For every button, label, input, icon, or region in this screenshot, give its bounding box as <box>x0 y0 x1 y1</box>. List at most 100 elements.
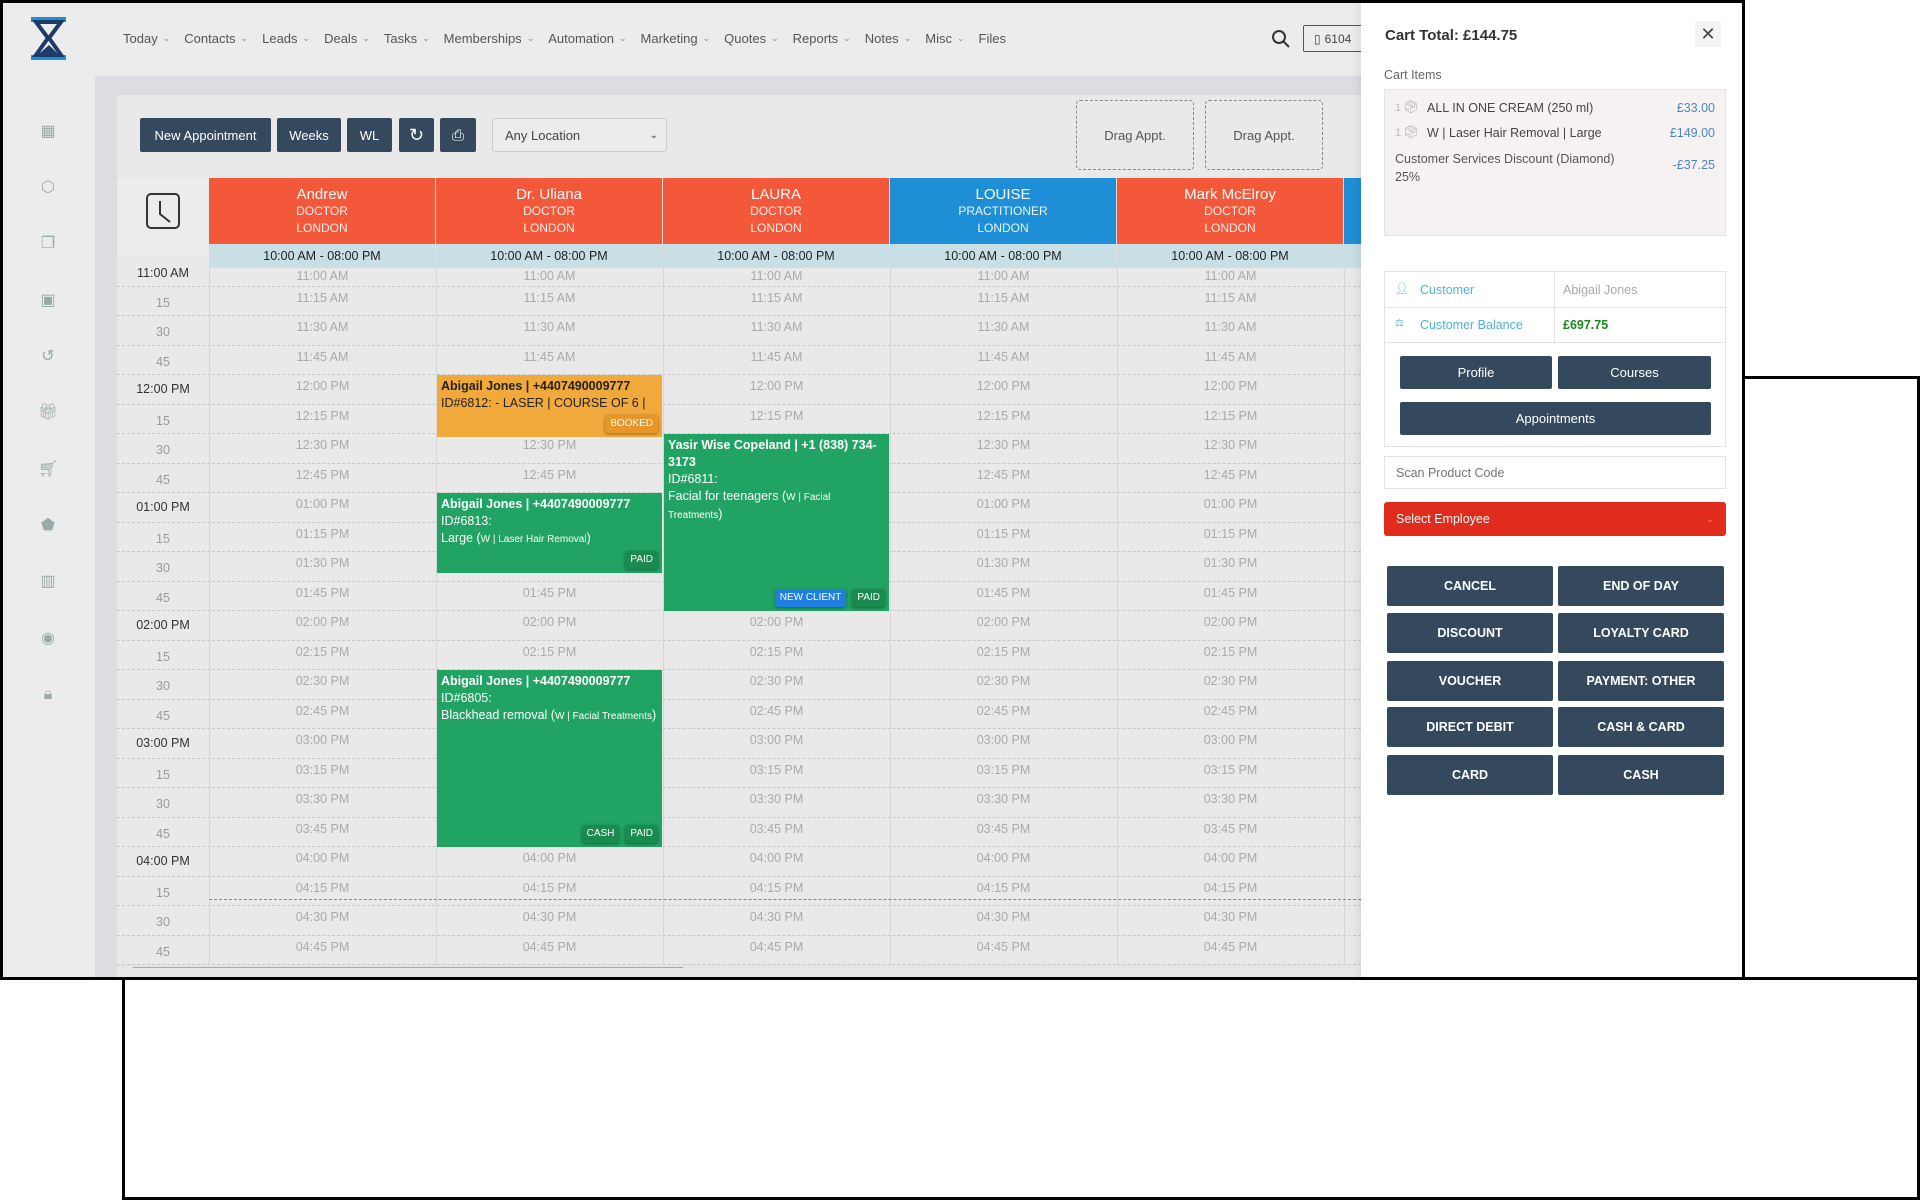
search-icon[interactable] <box>1271 29 1291 49</box>
slot-cell[interactable]: 11:00 AM <box>750 269 803 283</box>
customer-name[interactable]: Abigail Jones <box>1563 283 1638 297</box>
profile-button[interactable]: Profile <box>1400 356 1552 389</box>
slot-cell[interactable]: 02:45 PM <box>1344 704 1361 718</box>
slot-cell[interactable]: 04:15 PM <box>295 880 350 895</box>
staff-column-header[interactable]: Andrew DOCTOR LONDON <box>209 178 436 244</box>
slot-cell[interactable]: 02:30 PM <box>976 674 1031 688</box>
slot-cell[interactable]: 01:15 PM <box>976 526 1031 541</box>
slot-cell[interactable]: 12:00 PM <box>1344 379 1361 393</box>
slot-cell[interactable]: 02:30 PM <box>1344 674 1361 688</box>
slot-cell[interactable]: 02:45 PM <box>976 703 1031 718</box>
action-button-voucher[interactable]: VOUCHER <box>1387 661 1553 701</box>
close-icon[interactable]: ✕ <box>1695 21 1721 47</box>
slot-cell[interactable]: 11:00 AM <box>977 269 1030 283</box>
slot-cell[interactable]: 01:15 PM <box>295 526 350 541</box>
slot-cell[interactable]: 04:15 PM <box>522 880 577 895</box>
user-circle-icon[interactable]: ◉ <box>41 630 55 647</box>
nav-item-reports[interactable]: Reports ⌄ <box>793 31 851 46</box>
slot-cell[interactable]: 04:45 PM <box>1344 940 1361 954</box>
refresh-button[interactable]: ↻ <box>399 118 434 152</box>
slot-cell[interactable]: 03:45 PM <box>1344 822 1361 836</box>
slot-cell[interactable]: 02:15 PM <box>749 644 804 659</box>
slot-cell[interactable]: 04:00 PM <box>1203 851 1258 865</box>
slot-cell[interactable]: 03:45 PM <box>749 821 804 836</box>
nav-item-tasks[interactable]: Tasks ⌄ <box>384 31 430 46</box>
slot-cell[interactable]: 03:00 PM <box>1344 733 1361 747</box>
slot-cell[interactable]: 12:45 PM <box>976 467 1031 482</box>
slot-cell[interactable]: 04:45 PM <box>1203 939 1258 954</box>
action-button-cancel[interactable]: CANCEL <box>1387 566 1553 606</box>
slot-cell[interactable]: 03:00 PM <box>1203 733 1258 747</box>
action-button-card[interactable]: CARD <box>1387 755 1553 795</box>
slot-cell[interactable]: 11:45 AM <box>750 349 803 364</box>
slot-cell[interactable]: 01:00 PM <box>295 497 350 511</box>
slot-cell[interactable]: 01:45 PM <box>522 585 577 600</box>
appointment-card[interactable]: Abigail Jones | +4407490009777 ID#6813: La… <box>437 493 662 573</box>
slot-cell[interactable]: 12:45 PM <box>1344 468 1361 482</box>
courses-button[interactable]: Courses <box>1558 356 1711 389</box>
appointment-card[interactable]: Abigail Jones | +4407490009777 ID#6812: -… <box>437 375 662 437</box>
slot-cell[interactable]: 04:30 PM <box>295 910 350 924</box>
cart-item[interactable]: 1 📦︎ W | Laser Hair Removal | Large £149.00 <box>1395 125 1715 140</box>
slot-cell[interactable]: 04:45 PM <box>749 939 804 954</box>
slot-cell[interactable]: 12:45 PM <box>1203 467 1258 482</box>
nav-item-automation[interactable]: Automation ⌄ <box>548 31 626 46</box>
slot-cell[interactable]: 12:30 PM <box>1203 438 1258 452</box>
appointment-card[interactable]: Yasir Wise Copeland | +1 (838) 734-3173 I… <box>664 434 889 611</box>
action-button-discount[interactable]: DISCOUNT <box>1387 613 1553 653</box>
slot-cell[interactable]: 04:00 PM <box>1344 851 1361 865</box>
slot-cell[interactable]: 04:15 PM <box>976 880 1031 895</box>
slot-cell[interactable]: 04:00 PM <box>295 851 350 865</box>
slot-cell[interactable]: 02:15 PM <box>522 644 577 659</box>
calendar-icon[interactable]: ▦ <box>40 123 56 140</box>
nav-item-today[interactable]: Today ⌄ <box>123 31 170 46</box>
action-button-end-of-day[interactable]: END OF DAY <box>1558 566 1724 606</box>
slot-cell[interactable]: 03:15 PM <box>976 762 1031 777</box>
slot-cell[interactable]: 11:45 AM <box>1204 349 1257 364</box>
action-button-direct-debit[interactable]: DIRECT DEBIT <box>1387 707 1553 747</box>
slot-cell[interactable]: 04:45 PM <box>295 939 350 954</box>
slot-cell[interactable]: 04:00 PM <box>749 851 804 865</box>
print-button[interactable]: ⎙ <box>440 118 476 152</box>
slot-cell[interactable]: 11:30 AM <box>750 320 803 334</box>
slot-cell[interactable]: 04:15 PM <box>1203 880 1258 895</box>
scroll-left-icon[interactable]: ◂ <box>120 965 125 968</box>
slot-cell[interactable]: 12:45 PM <box>295 467 350 482</box>
slot-cell[interactable]: 04:45 PM <box>976 939 1031 954</box>
slot-cell[interactable]: 02:15 PM <box>295 644 350 659</box>
report-icon[interactable]: ▥ <box>40 573 56 590</box>
gift-icon[interactable]: 🎁︎ <box>38 404 59 421</box>
slot-cell[interactable]: 11:15 AM <box>1204 290 1257 305</box>
slot-cell[interactable]: 11:30 AM <box>1204 320 1257 334</box>
slot-cell[interactable]: 03:30 PM <box>976 792 1031 806</box>
staff-column-header[interactable] <box>1344 178 1361 244</box>
slot-cell[interactable]: 11:15 AM <box>750 290 803 305</box>
nav-item-notes[interactable]: Notes ⌄ <box>865 31 912 46</box>
horizontal-scrollbar[interactable]: ◂ <box>117 965 1361 968</box>
nav-item-leads[interactable]: Leads ⌄ <box>262 31 310 46</box>
slot-cell[interactable]: 01:45 PM <box>1203 585 1258 600</box>
slot-cell[interactable]: 04:15 PM <box>1344 881 1361 895</box>
slot-cell[interactable]: 02:00 PM <box>295 615 350 629</box>
action-button-payment-other[interactable]: PAYMENT: OTHER <box>1558 661 1724 701</box>
location-select[interactable]: Any Location ⌄ <box>492 118 667 152</box>
slot-cell[interactable]: 11:15 AM <box>296 290 349 305</box>
slot-cell[interactable]: 01:15 PM <box>1203 526 1258 541</box>
phone-button[interactable]: ▯ 6104 <box>1303 25 1363 52</box>
slot-cell[interactable]: 11:15 AM <box>977 290 1030 305</box>
slot-cell[interactable]: 02:00 PM <box>522 615 577 629</box>
slot-cell[interactable]: 01:30 PM <box>976 556 1031 570</box>
slot-cell[interactable]: 01:15 PM <box>1344 527 1361 541</box>
action-button-cash-card[interactable]: CASH & CARD <box>1558 707 1724 747</box>
slot-cell[interactable]: 04:00 PM <box>522 851 577 865</box>
slot-cell[interactable]: 04:15 PM <box>749 880 804 895</box>
slot-cell[interactable]: 03:45 PM <box>295 821 350 836</box>
copy-icon[interactable]: ❐ <box>40 235 56 252</box>
staff-column-header[interactable]: LAURA DOCTOR LONDON <box>663 178 890 244</box>
cart-icon[interactable]: 🛒︎ <box>38 461 59 478</box>
nav-item-files[interactable]: Files <box>979 31 1006 46</box>
slot-cell[interactable]: 12:30 PM <box>976 438 1031 452</box>
slot-cell[interactable]: 03:00 PM <box>976 733 1031 747</box>
slot-cell[interactable]: 01:30 PM <box>295 556 350 570</box>
nav-item-misc[interactable]: Misc ⌄ <box>925 31 964 46</box>
